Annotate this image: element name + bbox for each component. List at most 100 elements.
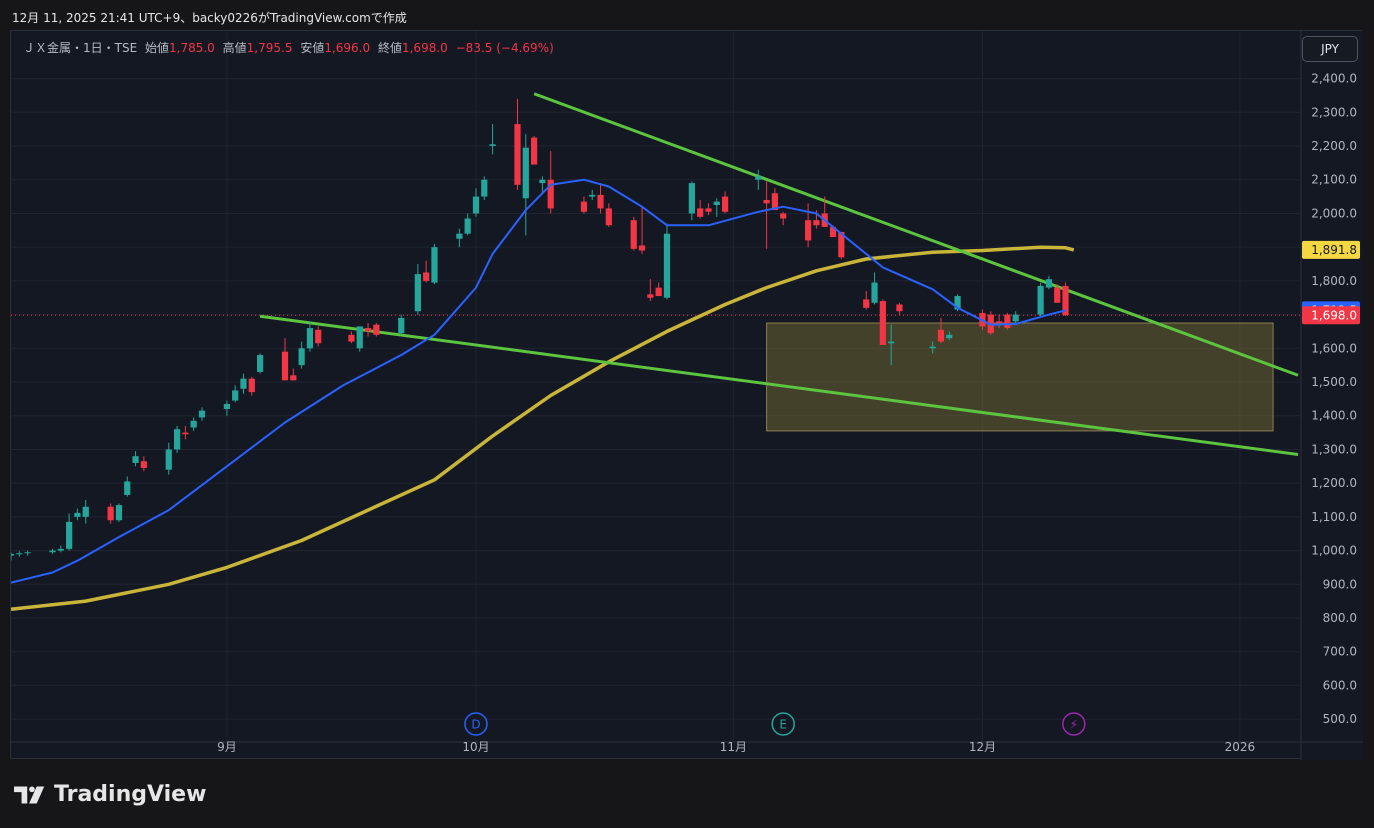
candle-body bbox=[697, 208, 704, 217]
candle-body bbox=[713, 201, 720, 206]
event-marker-circle bbox=[771, 712, 795, 736]
candle bbox=[398, 314, 405, 335]
candle bbox=[124, 476, 131, 497]
candle-body bbox=[1062, 285, 1069, 316]
candle-body bbox=[995, 321, 1003, 324]
ma-long-price-badge-text: 1,891.8 bbox=[1311, 243, 1357, 257]
y-tick-label: 1,100.0 bbox=[1311, 510, 1357, 524]
candle-body bbox=[364, 328, 372, 332]
candle-body bbox=[721, 196, 729, 212]
candle-body bbox=[306, 328, 314, 349]
candle-body bbox=[74, 512, 81, 517]
candle bbox=[1037, 282, 1044, 317]
candle-body bbox=[107, 506, 114, 521]
candle bbox=[763, 181, 770, 249]
candle bbox=[663, 223, 671, 300]
candle-body bbox=[140, 461, 147, 468]
symbol-label[interactable]: ＪＸ金属・1日・TSE bbox=[23, 41, 138, 55]
candle-body bbox=[232, 390, 239, 401]
candle bbox=[481, 176, 488, 200]
low-label: 安値 bbox=[300, 41, 325, 55]
candle-body bbox=[531, 137, 538, 165]
y-tick-label: 1,200.0 bbox=[1311, 476, 1357, 490]
high-label: 高値 bbox=[222, 41, 247, 55]
candle-body bbox=[240, 378, 247, 389]
candle-body bbox=[805, 220, 812, 241]
candle bbox=[589, 189, 596, 200]
candle bbox=[879, 299, 886, 345]
event-marker-label: ⚡ bbox=[1070, 718, 1078, 732]
candle-body bbox=[165, 449, 172, 470]
candle-body bbox=[514, 124, 521, 185]
y-tick-label: 1,400.0 bbox=[1311, 409, 1357, 423]
candle bbox=[223, 400, 230, 416]
y-tick-label: 2,400.0 bbox=[1311, 72, 1357, 86]
candle bbox=[929, 341, 936, 354]
candle-body bbox=[431, 247, 438, 283]
change-value: −83.5 (−4.69%) bbox=[455, 41, 554, 55]
y-tick-label: 1,000.0 bbox=[1311, 544, 1357, 558]
support-zone-box bbox=[766, 322, 1274, 432]
candle-body bbox=[24, 552, 31, 554]
moving-average-short-line bbox=[11, 178, 1066, 584]
last-price-badge-text: 1,698.0 bbox=[1311, 308, 1357, 322]
candle-body bbox=[539, 179, 546, 184]
candle-body bbox=[547, 179, 554, 209]
price-chart[interactable]: 2,400.02,300.02,200.02,100.02,000.01,900… bbox=[11, 31, 1363, 760]
candle-body bbox=[489, 144, 496, 147]
open-value: 1,785.0 bbox=[169, 41, 215, 55]
chart-panel[interactable]: 2,400.02,300.02,200.02,100.02,000.01,900… bbox=[10, 30, 1363, 760]
candle bbox=[638, 206, 646, 254]
candle bbox=[373, 323, 380, 337]
y-tick-label: 900.0 bbox=[1323, 577, 1357, 591]
close-value: 1,698.0 bbox=[401, 41, 448, 55]
candle-body bbox=[946, 334, 953, 339]
candle-body bbox=[16, 553, 23, 555]
candle bbox=[348, 331, 355, 344]
candle bbox=[49, 548, 56, 554]
candle bbox=[431, 243, 438, 285]
candle-body bbox=[829, 226, 837, 238]
currency-button[interactable]: JPY bbox=[1302, 36, 1358, 62]
candle-body bbox=[589, 194, 596, 197]
event-marker-circle bbox=[464, 712, 488, 736]
candle bbox=[531, 135, 538, 165]
candle bbox=[74, 508, 81, 521]
tradingview-logo: TradingView bbox=[14, 782, 206, 807]
candle bbox=[182, 425, 189, 440]
candle bbox=[364, 323, 372, 337]
candle bbox=[705, 203, 712, 216]
candle-body bbox=[1054, 287, 1061, 303]
event-marker-label: D bbox=[471, 718, 480, 732]
candle bbox=[232, 385, 239, 403]
candle-body bbox=[813, 220, 820, 226]
candle-body bbox=[605, 208, 612, 226]
candle-body bbox=[356, 326, 363, 349]
candle-body bbox=[879, 301, 886, 345]
candle bbox=[805, 203, 812, 248]
candle-body bbox=[638, 245, 646, 251]
candle-body bbox=[1012, 314, 1019, 322]
candle bbox=[771, 188, 778, 211]
candle bbox=[1045, 275, 1053, 290]
candle-body bbox=[481, 179, 488, 197]
price-axis-panel bbox=[1301, 31, 1363, 760]
candle bbox=[597, 183, 604, 214]
y-tick-label: 1,500.0 bbox=[1311, 375, 1357, 389]
candle-body bbox=[82, 506, 89, 517]
candle bbox=[697, 199, 704, 219]
candle bbox=[456, 228, 463, 248]
candle-body bbox=[580, 201, 588, 212]
candle bbox=[423, 260, 430, 283]
candle-body bbox=[1037, 285, 1044, 315]
candle bbox=[173, 425, 181, 453]
candle bbox=[248, 376, 255, 396]
ma-long-price-badge-box bbox=[1302, 240, 1360, 259]
ohlc-legend: ＪＸ金属・1日・TSE 始値1,785.0 高値1,795.5 安値1,696.… bbox=[23, 39, 554, 56]
candle bbox=[655, 282, 662, 297]
candle-body bbox=[472, 196, 480, 214]
moving-average-long-line bbox=[11, 245, 1075, 611]
candle bbox=[140, 456, 147, 472]
x-tick-label: 11月 bbox=[720, 740, 747, 754]
y-tick-label: 800.0 bbox=[1323, 611, 1357, 625]
